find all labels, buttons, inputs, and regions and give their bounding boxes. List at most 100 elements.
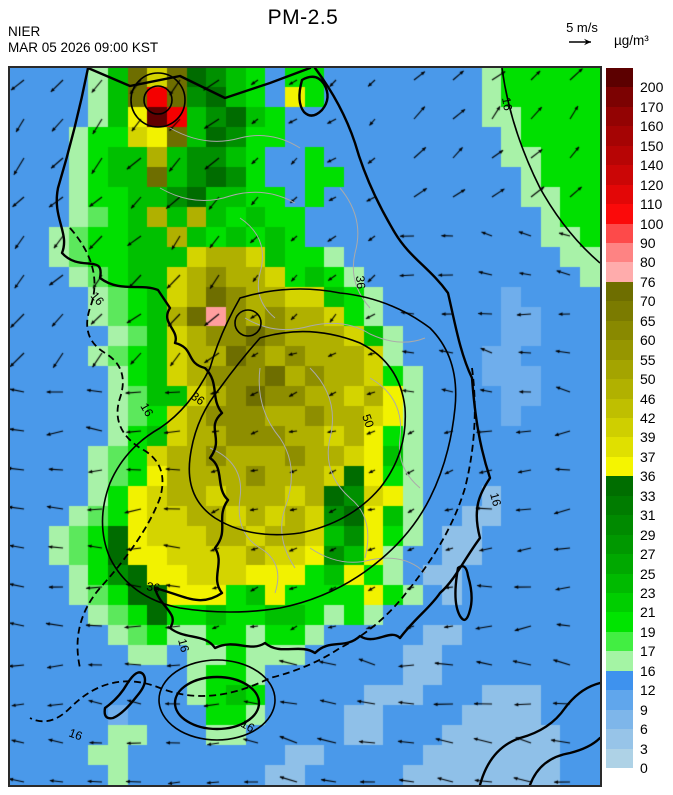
colorbar-segment [606, 379, 633, 400]
colorbar-tick-label: 3 [640, 740, 648, 757]
colorbar-tick-label: 16 [640, 662, 656, 679]
colorbar-segment [606, 495, 633, 516]
colorbar-segment [606, 262, 633, 283]
colorbar-tick-label: 150 [640, 137, 664, 154]
colorbar-tick-label: 160 [640, 118, 664, 135]
contour-value-label: 36 [188, 389, 207, 408]
contour-value-label: 16 [137, 401, 156, 420]
pm-colorbar-legend: 200 170 160 150 140 120 110 100 90 80 76 70 65 60 55 50… [606, 68, 673, 775]
colorbar-tick-label: 9 [640, 701, 648, 718]
colorbar-segment [606, 320, 633, 341]
colorbar-segment [606, 301, 633, 322]
colorbar-tick-label: 170 [640, 98, 664, 115]
unit-label: µg/m³ [614, 33, 649, 48]
colorbar-tick-label: 110 [640, 196, 663, 213]
colorbar-segment [606, 554, 633, 575]
contour-value-label: 36 [145, 579, 161, 595]
colorbar-segment [606, 184, 633, 205]
tsushima-island [454, 565, 473, 622]
colorbar-segment [606, 651, 633, 672]
colorbar-segment [606, 709, 633, 730]
colorbar-segment [606, 243, 633, 263]
colorbar-segment [606, 456, 633, 477]
contour-value-label: 16 [239, 716, 258, 735]
admin-boundaries [159, 127, 426, 594]
colorbar-tick-label: 27 [640, 546, 656, 563]
colorbar-segment [606, 612, 633, 633]
colorbar-tick-label: 200 [640, 79, 664, 96]
colorbar-tick-label: 140 [640, 157, 664, 174]
northeast-islet [298, 75, 329, 117]
colorbar-tick-label: 17 [640, 643, 656, 660]
colorbar-segment [606, 534, 633, 555]
forecast-datetime: MAR 05 2026 09:00 KST [8, 40, 159, 55]
colorbar-segment [606, 515, 633, 536]
colorbar-tick-label: 37 [640, 448, 656, 465]
colorbar-segment [606, 398, 633, 419]
kyushu-coast [478, 681, 600, 785]
colorbar-tick-label: 29 [640, 526, 656, 543]
colorbar-tick-label: 6 [640, 721, 648, 738]
wind-scale-label: 5 m/s [566, 20, 598, 35]
wind-scale-arrow-icon [569, 38, 591, 46]
colorbar-segment [606, 748, 633, 769]
colorbar-segment [606, 418, 633, 438]
colorbar-segment [606, 126, 633, 147]
contour-value-label: 36 [353, 275, 368, 290]
map-overlay: 16 16 16 36 36 50 36 16 16 16 16 [29, 68, 600, 785]
colorbar-tick-label: 19 [640, 623, 656, 640]
colorbar-segment [606, 68, 633, 88]
page-title: PM-2.5 [267, 6, 339, 29]
southwest-island [103, 671, 147, 720]
colorbar-tick-label: 21 [640, 604, 656, 621]
northern-border [86, 68, 312, 100]
colorbar-tick-label: 46 [640, 390, 656, 407]
colorbar-tick-label: 33 [640, 487, 656, 504]
colorbar-tick-label: 50 [640, 371, 656, 388]
contour-value-label: 16 [487, 491, 504, 508]
jeju-island [173, 675, 261, 731]
contour-value-label: 16 [88, 289, 108, 308]
colorbar-segment [606, 670, 633, 691]
contour-labels: 16 16 16 36 36 50 36 16 16 16 16 [67, 96, 515, 743]
colorbar-segment [606, 281, 633, 302]
colorbar-segment [606, 476, 633, 497]
pm-contours [29, 68, 600, 741]
colorbar-tick-label: 23 [640, 585, 656, 601]
colorbar-tick-label: 0 [640, 760, 648, 776]
colorbar-segment [606, 165, 633, 186]
colorbar-segment [606, 729, 633, 750]
coastline [55, 68, 600, 785]
wind-scale-legend: 5 m/s [552, 20, 612, 47]
colorbar-tick-label: 39 [640, 429, 656, 446]
map-area: 16 16 16 36 36 50 36 16 16 16 16 [8, 66, 602, 787]
colorbar-tick-label: 100 [640, 215, 664, 232]
colorbar-tick-label: 25 [640, 565, 656, 582]
colorbar-segment [606, 204, 633, 225]
colorbar-tick-label: 70 [640, 293, 656, 310]
contour-value-label: 50 [359, 412, 377, 430]
colorbar-tick-label: 42 [640, 410, 656, 426]
colorbar-segment [606, 359, 633, 380]
colorbar-tick-label: 120 [640, 176, 664, 193]
colorbar-segment [606, 87, 633, 108]
colorbar-tick-label: 80 [640, 254, 656, 271]
pm-concentration-raster [10, 68, 600, 785]
colorbar-tick-label: 65 [640, 312, 656, 329]
colorbar-segment [606, 437, 633, 458]
colorbar-tick-label: 31 [640, 507, 656, 524]
colorbar-segment [606, 690, 633, 711]
colorbar-segment [606, 631, 633, 652]
colorbar-tick-label: 60 [640, 332, 656, 349]
colorbar-segment [606, 573, 633, 594]
agency-label: NIER [8, 24, 41, 39]
colorbar-tick-label: 76 [640, 273, 656, 290]
colorbar-segment [606, 106, 633, 127]
colorbar-tick-label: 36 [640, 468, 656, 485]
colorbar-tick-label: 55 [640, 351, 656, 368]
colorbar-segment [606, 593, 633, 613]
kyushu-coast-2 [528, 736, 600, 785]
colorbar-segment [606, 223, 633, 244]
contour-value-label: 16 [67, 726, 85, 744]
